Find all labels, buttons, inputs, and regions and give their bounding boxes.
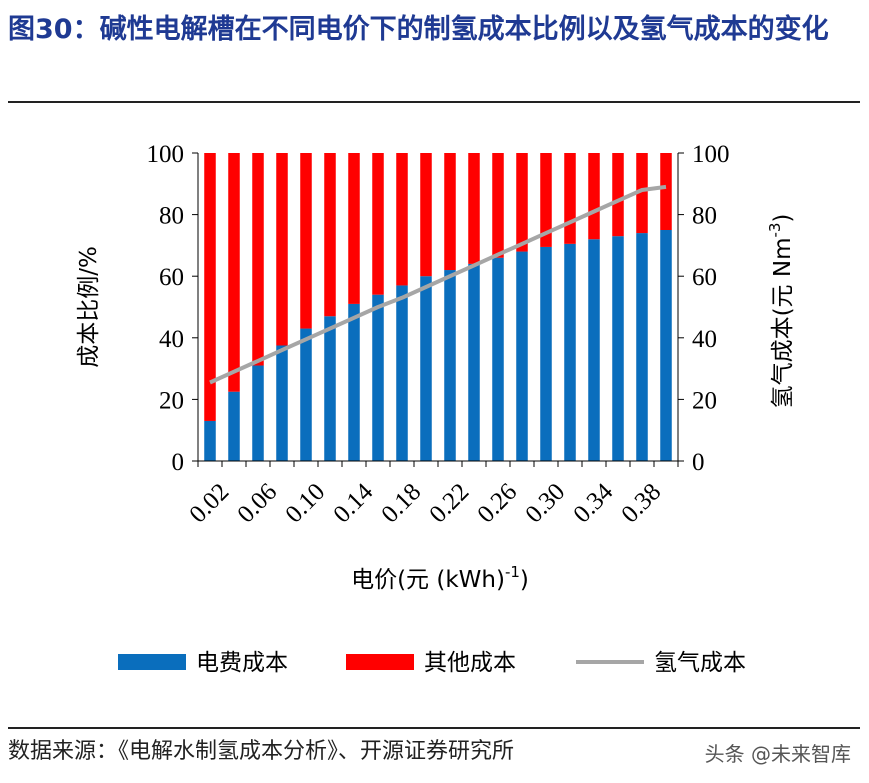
- x-tick-label: 0.14: [328, 478, 378, 528]
- x-tick-label: 0.30: [520, 478, 570, 528]
- right-tick-label: 40: [692, 326, 717, 353]
- x-tick-label: 0.06: [232, 478, 282, 528]
- bar-electricity-cost: [348, 303, 360, 461]
- bar-other-cost: [276, 153, 288, 346]
- bar-other-cost: [372, 153, 384, 295]
- watermark: 头条 @未来智库: [704, 742, 851, 766]
- bar-electricity-cost: [660, 230, 672, 461]
- bar-other-cost: [660, 153, 672, 230]
- bar-electricity-cost: [540, 246, 552, 461]
- line-series-group: [209, 184, 667, 385]
- bar-other-cost: [588, 153, 600, 240]
- bar-other-cost: [348, 153, 360, 304]
- bar-electricity-cost: [492, 257, 504, 461]
- bar-other-cost: [468, 153, 480, 264]
- left-tick-label: 80: [159, 203, 184, 230]
- x-axis-label: 电价(元 (kWh)-1): [351, 563, 529, 593]
- bar-other-cost: [396, 153, 408, 286]
- bar-electricity-cost: [396, 285, 408, 461]
- x-tick-label: 0.26: [472, 478, 522, 528]
- figure-title: 图30：碱性电解槽在不同电价下的制氢成本比例以及氢气成本的变化: [8, 14, 829, 45]
- left-tick-label: 0: [172, 449, 185, 476]
- bar-other-cost: [444, 153, 456, 271]
- bar-electricity-cost: [612, 236, 624, 461]
- combo-chart: 0 0 20 20 40 40 60 60 80 80 100 100 0.020.060.100.14…: [76, 141, 796, 676]
- bar-electricity-cost: [516, 251, 528, 461]
- bar-other-cost: [324, 153, 336, 317]
- title-divider: [8, 101, 860, 103]
- bar-other-cost: [612, 153, 624, 237]
- x-tick-label: 0.18: [376, 478, 426, 528]
- bar-other-cost: [492, 153, 504, 258]
- bar-other-cost: [420, 153, 432, 277]
- bar-other-cost: [300, 153, 312, 329]
- left-tick-label: 100: [147, 141, 185, 168]
- bar-electricity-cost: [252, 365, 264, 461]
- bar-electricity-cost: [588, 239, 600, 461]
- bar-series-group: [204, 153, 672, 461]
- bar-other-cost: [204, 153, 216, 421]
- bar-electricity-cost: [300, 328, 312, 461]
- left-tick-label: 20: [159, 387, 184, 414]
- bar-electricity-cost: [324, 316, 336, 461]
- x-tick-label: 0.10: [280, 478, 330, 528]
- x-tick-label: 0.02: [184, 478, 234, 528]
- bar-other-cost: [540, 153, 552, 247]
- left-y-axis-label: 成本比例/%: [76, 246, 102, 368]
- right-tick-label: 0: [692, 449, 705, 476]
- bar-other-cost: [228, 153, 240, 392]
- footer-divider: [8, 727, 860, 729]
- legend-label-other: 其他成本: [424, 650, 516, 676]
- source-note: 数据来源：《电解水制氢成本分析》、开源证券研究所: [8, 739, 515, 764]
- legend-swatch-other: [346, 654, 414, 670]
- right-tick-label: 80: [692, 203, 717, 230]
- right-tick-label: 60: [692, 264, 717, 291]
- bar-electricity-cost: [636, 233, 648, 461]
- bar-electricity-cost: [372, 294, 384, 461]
- x-tick-label: 0.34: [568, 478, 618, 528]
- axes-group: 0 0 20 20 40 40 60 60 80 80 100 100 0.020.060.100.14…: [76, 141, 796, 593]
- bar-other-cost: [252, 153, 264, 366]
- legend-label-hydrogen: 氢气成本: [654, 650, 746, 676]
- right-y-axis-label: 氢气成本(元 Nm-3): [766, 214, 796, 409]
- bar-electricity-cost: [228, 391, 240, 461]
- x-tick-label: 0.22: [424, 478, 474, 528]
- legend-label-electricity: 电费成本: [196, 650, 288, 676]
- left-tick-label: 40: [159, 326, 184, 353]
- right-tick-label: 100: [692, 141, 730, 168]
- right-tick-label: 20: [692, 387, 717, 414]
- bar-electricity-cost: [444, 270, 456, 461]
- bar-other-cost: [636, 153, 648, 234]
- bar-other-cost: [516, 153, 528, 252]
- bar-electricity-cost: [204, 420, 216, 461]
- legend: 电费成本 其他成本 氢气成本: [118, 650, 746, 676]
- left-tick-label: 60: [159, 264, 184, 291]
- bar-electricity-cost: [276, 345, 288, 461]
- x-tick-label: 0.38: [616, 478, 666, 528]
- bar-other-cost: [564, 153, 576, 244]
- bar-electricity-cost: [420, 276, 432, 461]
- bar-electricity-cost: [468, 263, 480, 461]
- legend-swatch-electricity: [118, 654, 186, 670]
- bar-electricity-cost: [564, 243, 576, 461]
- hydrogen-cost-line: [209, 184, 667, 385]
